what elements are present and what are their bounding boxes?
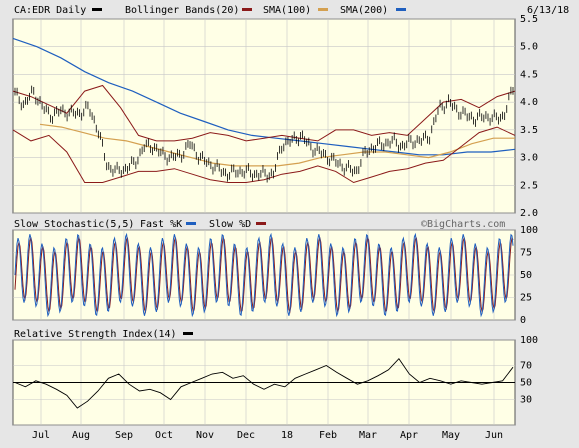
stoch-y-tick-label: 0	[520, 315, 526, 326]
rsi-legend-swatch	[183, 332, 193, 335]
x-tick-label: Nov	[196, 430, 214, 441]
watermark: ©BigCharts.com	[421, 219, 505, 230]
legend-slow-d-swatch	[256, 222, 266, 225]
x-tick-label: Jun	[485, 430, 503, 441]
price-y-tick-label: 5.5	[520, 14, 538, 25]
stoch-y-tick-label: 50	[520, 270, 532, 281]
legend-sma200-swatch	[396, 8, 406, 11]
price-y-tick-label: 3.0	[520, 153, 538, 164]
legend-fast-k: Fast %K	[140, 219, 182, 230]
stoch-title: Slow Stochastic(5,5)	[14, 219, 134, 230]
price-y-tick-label: 4.5	[520, 69, 538, 80]
price-panel	[12, 18, 516, 214]
price-title: CA:EDR Daily	[14, 5, 86, 16]
x-tick-label: Feb	[319, 430, 337, 441]
price-series	[12, 37, 516, 184]
axes: Jul Aug Sep Oct Nov Dec 18 Feb Mar Apr May Jun 5.5 5.…	[32, 14, 538, 441]
x-tick-label: May	[442, 430, 460, 441]
rsi-y-tick-label: 30	[520, 395, 532, 406]
legend-bollinger: Bollinger Bands(20)	[125, 5, 239, 16]
x-tick-label: Mar	[359, 430, 377, 441]
rsi-title: Relative Strength Index(14)	[14, 329, 177, 340]
bollinger-lower-line	[12, 126, 516, 184]
fast-k-line	[14, 232, 514, 318]
x-tick-label: Jul	[32, 430, 50, 441]
legend-sma200: SMA(200)	[340, 5, 388, 16]
legend-bollinger-swatch	[242, 8, 252, 11]
stoch-y-tick-label: 100	[520, 225, 538, 236]
rsi-line	[14, 357, 514, 409]
price-y-tick-label: 4.0	[520, 97, 538, 108]
legend-sma100-swatch	[318, 8, 328, 11]
rsi-y-tick-label: 50	[520, 378, 532, 389]
legend-slow-d: Slow %D	[209, 219, 251, 230]
chart-date: 6/13/18	[527, 5, 569, 16]
x-tick-label: 18	[281, 430, 293, 441]
legend-fast-k-swatch	[186, 222, 196, 225]
x-tick-label: Oct	[155, 430, 173, 441]
bollinger-upper-line	[12, 84, 516, 142]
x-tick-label: Aug	[72, 430, 90, 441]
sma100-line	[39, 123, 515, 167]
stoch-y-tick-label: 75	[520, 248, 532, 259]
price-y-tick-label: 3.5	[520, 125, 538, 136]
stoch-y-tick-label: 25	[520, 293, 532, 304]
price-y-tick-label: 5.0	[520, 42, 538, 53]
price-legend-swatch	[92, 8, 102, 11]
sma200-line	[12, 37, 516, 156]
price-y-tick-label: 2.0	[520, 208, 538, 219]
rsi-y-tick-label: 100	[520, 335, 538, 346]
legend-sma100: SMA(100)	[263, 5, 311, 16]
x-tick-label: Apr	[400, 430, 418, 441]
rsi-y-tick-label: 70	[520, 361, 532, 372]
price-y-tick-label: 2.5	[520, 180, 538, 191]
x-tick-label: Sep	[115, 430, 133, 441]
x-tick-label: Dec	[237, 430, 255, 441]
rsi-series	[14, 357, 514, 409]
stochastic-series	[14, 232, 514, 318]
